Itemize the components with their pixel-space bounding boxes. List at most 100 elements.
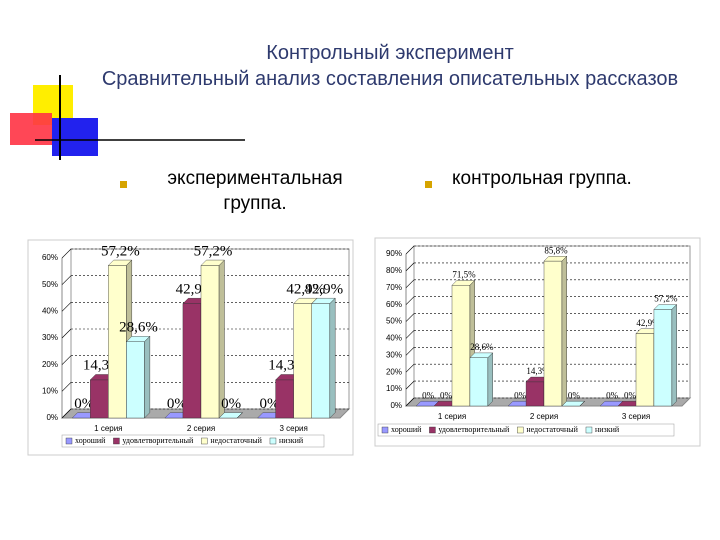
value-label: 0% [440,390,453,400]
bar-side [144,335,151,419]
legend [377,423,675,437]
grid-line [405,330,415,339]
grid-line [61,408,72,419]
chart-frame [27,239,354,456]
grid-line [405,364,415,373]
grid-line [405,245,415,255]
y-tick-label: 40% [42,306,58,315]
value-label: 0% [606,390,619,400]
legend-label: недостаточный [526,425,578,434]
legend-label: хороший [391,425,422,434]
value-label: 71,5% [452,270,476,280]
grid-line [405,262,415,272]
value-label: 0% [624,390,637,400]
y-tick-label: 60% [386,300,402,309]
bar-side [236,412,243,419]
y-tick-label: 10% [386,384,402,393]
bar-side [329,297,336,419]
legend-label: низкий [279,436,304,445]
y-tick-label: 40% [386,334,402,343]
legend-swatch [65,437,73,445]
bar [200,265,220,419]
value-label: 0% [74,396,94,412]
grid-line [61,302,72,312]
legend-label: недостаточный [210,436,262,445]
bar-side [487,352,493,407]
title: Контрольный эксперимент [266,42,514,64]
grid-line [61,248,72,259]
bar [182,303,202,419]
legend-label: хороший [75,436,106,445]
bar [108,265,127,419]
value-label: 85,8% [544,245,568,255]
grid-line [61,355,72,365]
legend-swatch [585,426,593,434]
grid-line [405,313,415,322]
legend [61,434,325,448]
bullet-marker [120,181,127,188]
y-tick-label: 60% [42,253,58,262]
bar [90,379,109,419]
bar [635,333,655,407]
y-tick-label: 20% [386,367,402,376]
subtitle: Сравнительный анализ составления описате… [101,68,679,90]
value-label: 42,9% [286,281,325,297]
legend-label: низкий [595,425,620,434]
decor [52,118,98,156]
bar [451,285,471,407]
value-label: 57,2% [654,294,678,304]
grid-line [405,279,415,288]
y-tick-label: 50% [42,280,58,289]
grid-line [405,296,415,305]
bar-side [579,401,585,407]
value-label: 57,2% [194,243,233,259]
grid-line [405,347,415,356]
y-tick-label: 30% [42,333,58,342]
legend-swatch [113,437,120,445]
grid-line [61,275,72,285]
y-tick-label: 10% [42,386,58,395]
value-label: 0% [260,396,280,412]
bar [126,341,145,419]
legend-swatch [429,426,436,434]
grid-line [405,397,415,407]
value-label: 57,2% [101,243,140,259]
chart-frame [374,237,701,447]
value-label: 42,9% [304,281,343,297]
bar [469,357,489,407]
value-label: 0% [568,390,581,400]
bullet: контрольная группа. [452,168,632,189]
value-label: 28,6% [470,342,494,352]
y-tick-label: 0% [390,401,402,410]
bullet: экспериментальная группа. [167,168,343,214]
value-label: 0% [221,396,241,412]
bar [311,303,331,419]
x-tick-label: 1 серия [94,424,122,433]
value-label: 28,6% [119,320,158,336]
y-tick-label: 70% [386,283,402,292]
value-label: 0% [167,396,187,412]
bar [275,379,294,419]
bar-side [671,304,677,407]
y-tick-label: 20% [42,360,58,369]
x-tick-label: 2 серия [530,412,558,421]
legend-swatch [269,437,277,445]
slide-title: Контрольный эксперимент Сравнительный ана… [100,40,680,92]
x-tick-label: 3 серия [622,412,650,421]
y-tick-label: 30% [386,350,402,359]
bar [293,303,312,419]
value-label: 42,9% [636,318,660,328]
legend-swatch [201,437,208,445]
bar-side [561,255,567,407]
legend-swatch [517,426,524,434]
value-label: 0% [422,390,435,400]
legend-label: удовлетворительный [438,425,510,434]
value-label: 14,3% [526,366,550,376]
y-tick-label: 90% [386,249,402,258]
y-tick-label: 50% [386,317,402,326]
x-tick-label: 3 серия [279,424,307,433]
bar [543,260,563,407]
grid-line [61,382,72,392]
